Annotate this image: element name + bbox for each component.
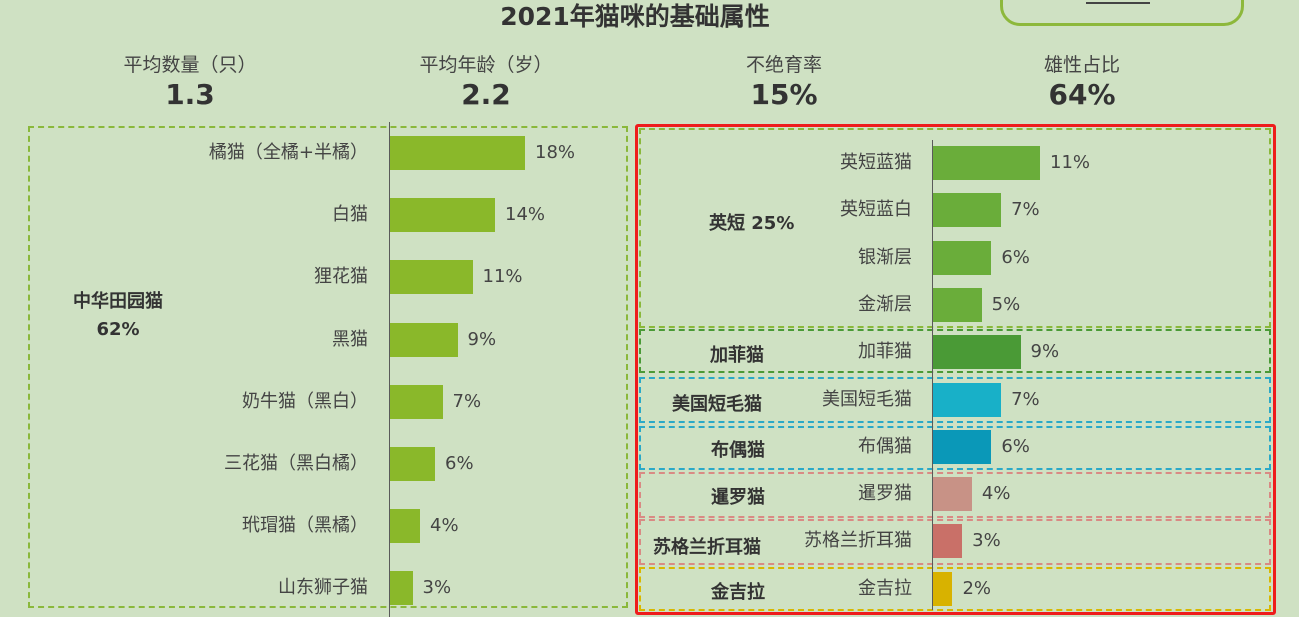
stat-value: 64% [1048, 78, 1116, 111]
scottish-fold-group-box [639, 519, 1271, 565]
category-label: 玳瑁猫（黑橘） [242, 515, 368, 537]
bar [933, 382, 1002, 417]
left-group-name: 中华田园猫 [73, 291, 163, 312]
siamese-group-box [639, 472, 1271, 518]
category-label: 加菲猫 [858, 341, 912, 363]
group-label-american-shorthair: 美国短毛猫 [672, 394, 762, 415]
bar [390, 260, 473, 295]
data-label: 4% [981, 483, 1011, 505]
bar [933, 335, 1021, 370]
garfield-group-box [639, 329, 1271, 373]
data-label: 9% [1030, 341, 1060, 363]
stat-male-ratio: 雄性占比 64% [982, 52, 1182, 112]
stat-avg-count: 平均数量（只） 1.3 [90, 52, 290, 112]
bar [933, 193, 1002, 228]
left-group-share: 62% [96, 319, 140, 340]
chinese-cat-group-box [28, 126, 628, 608]
bar [390, 322, 458, 357]
stat-non-neuter-rate: 不绝育率 15% [684, 52, 884, 112]
bar [390, 384, 443, 419]
category-label: 布偶猫 [858, 435, 912, 457]
data-label: 6% [445, 453, 474, 474]
british-shorthair-group-box [639, 128, 1271, 328]
data-label: 18% [535, 142, 576, 163]
bar [933, 146, 1040, 180]
bar [933, 477, 972, 512]
bar [933, 571, 953, 606]
purebred-highlight-frame [635, 124, 1276, 615]
category-label: 橘猫（全橘+半橘） [208, 142, 368, 163]
data-label: 6% [1001, 435, 1030, 457]
bar [933, 240, 992, 275]
bar [933, 287, 982, 322]
data-label: 6% [1001, 246, 1030, 268]
data-label: 3% [422, 577, 452, 599]
group-label-british-shorthair: 英短 25% [709, 213, 795, 234]
category-label: 奶牛猫（黑白） [242, 390, 368, 412]
data-label: 9% [467, 328, 497, 350]
group-label-chinchilla: 金吉拉 [711, 582, 765, 603]
bar [933, 429, 992, 464]
data-label: 2% [962, 577, 992, 599]
data-label: 4% [430, 515, 459, 537]
category-label: 山东狮子猫 [278, 577, 368, 599]
stat-value: 2.2 [461, 78, 511, 111]
stat-value: 1.3 [165, 78, 215, 111]
category-label: 英短蓝猫 [840, 152, 912, 173]
stat-label: 平均年龄（岁） [419, 54, 553, 76]
bar [390, 571, 413, 606]
stat-label: 雄性占比 [1043, 54, 1120, 76]
data-label: 14% [505, 204, 546, 226]
stat-label: 平均数量（只） [123, 54, 257, 76]
category-label: 美国短毛猫 [822, 388, 912, 410]
group-label-garfield: 加菲猫 [710, 345, 764, 366]
corner-badge [1000, 0, 1244, 26]
category-label: 黑猫 [332, 328, 368, 350]
stat-avg-age: 平均年龄（岁） 2.2 [386, 52, 586, 112]
left-group-label: 中华田园猫 62% [66, 290, 170, 342]
category-label: 暹罗猫 [858, 483, 912, 505]
group-label-ragdoll: 布偶猫 [711, 440, 765, 461]
right-axis-line [932, 140, 933, 610]
category-label: 金吉拉 [858, 577, 912, 599]
bar [390, 198, 495, 233]
data-label: 11% [1050, 152, 1091, 173]
group-label-siamese: 暹罗猫 [711, 487, 765, 508]
corner-underline [1086, 2, 1150, 4]
data-label: 7% [1011, 388, 1040, 410]
category-label: 苏格兰折耳猫 [804, 530, 912, 552]
ragdoll-group-box [639, 426, 1271, 470]
data-label: 5% [991, 293, 1021, 315]
bar [933, 524, 963, 559]
group-label-scottish-fold: 苏格兰折耳猫 [653, 537, 761, 558]
stat-value: 15% [750, 78, 818, 111]
chart-title: 2021年猫咪的基础属性 [500, 2, 770, 31]
bar [390, 509, 420, 544]
bar [390, 447, 435, 481]
category-label: 英短蓝白 [840, 199, 912, 221]
data-label: 7% [1011, 199, 1040, 221]
data-label: 7% [452, 390, 482, 412]
category-label: 银渐层 [858, 246, 912, 268]
stat-label: 不绝育率 [745, 54, 822, 76]
category-label: 狸花猫 [314, 266, 368, 288]
category-label: 白猫 [332, 204, 368, 226]
category-label: 三花猫（黑白橘） [224, 453, 368, 474]
chinchilla-group-box [639, 567, 1271, 611]
bar [390, 136, 525, 170]
american-shorthair-group-box [639, 377, 1271, 423]
category-label: 金渐层 [858, 293, 912, 315]
left-axis-line [389, 122, 390, 617]
data-label: 3% [972, 530, 1001, 552]
data-label: 11% [482, 266, 523, 288]
